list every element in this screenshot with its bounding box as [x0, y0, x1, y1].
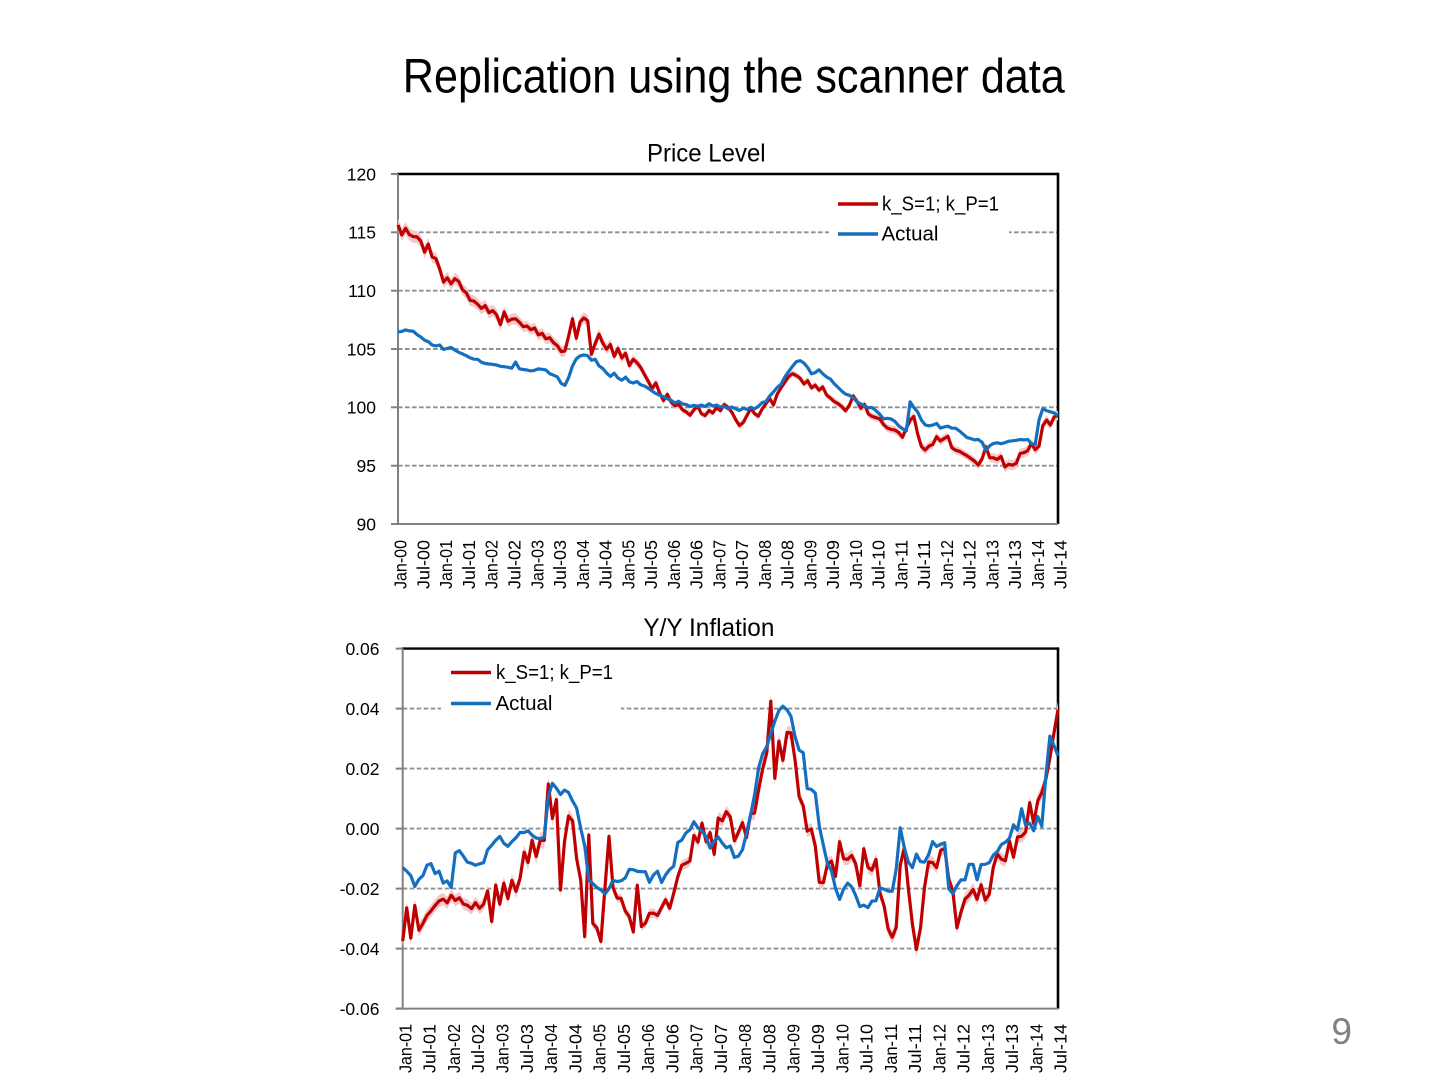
- svg-text:Jul-13: Jul-13: [1005, 540, 1025, 589]
- svg-text:Actual: Actual: [882, 222, 939, 245]
- svg-text:Jul-10: Jul-10: [857, 1024, 877, 1073]
- svg-text:Jul-02: Jul-02: [468, 1024, 488, 1073]
- svg-text:Jan-13: Jan-13: [982, 540, 1002, 589]
- svg-text:Jan-06: Jan-06: [638, 1024, 658, 1073]
- svg-text:Jan-09: Jan-09: [800, 540, 820, 589]
- svg-text:0.00: 0.00: [345, 819, 379, 839]
- svg-text:0.06: 0.06: [345, 639, 379, 659]
- svg-text:Jan-05: Jan-05: [590, 1024, 610, 1073]
- svg-text:Jan-07: Jan-07: [687, 1024, 707, 1073]
- svg-text:Jul-05: Jul-05: [614, 1024, 634, 1073]
- svg-text:Jul-12: Jul-12: [960, 540, 980, 589]
- svg-text:k_S=1; k_P=1: k_S=1; k_P=1: [882, 193, 999, 216]
- svg-text:Jul-08: Jul-08: [778, 540, 798, 589]
- svg-text:Replication using the scanner: Replication using the scanner data: [403, 51, 1065, 104]
- svg-text:Jul-01: Jul-01: [459, 540, 479, 589]
- svg-text:Jul-09: Jul-09: [808, 1024, 828, 1073]
- svg-text:0.02: 0.02: [345, 759, 379, 779]
- svg-text:Jan-12: Jan-12: [937, 540, 957, 589]
- svg-text:Jan-13: Jan-13: [978, 1024, 998, 1073]
- svg-text:Jul-04: Jul-04: [596, 540, 616, 589]
- svg-text:k_S=1; k_P=1: k_S=1; k_P=1: [496, 661, 613, 684]
- svg-text:Jan-14: Jan-14: [1026, 1024, 1046, 1073]
- svg-text:Jan-06: Jan-06: [664, 540, 684, 589]
- svg-text:Jan-04: Jan-04: [573, 540, 593, 589]
- svg-text:Jul-01: Jul-01: [420, 1024, 440, 1073]
- svg-text:Jul-03: Jul-03: [517, 1024, 537, 1073]
- svg-text:-0.06: -0.06: [340, 999, 380, 1019]
- svg-text:Jan-12: Jan-12: [929, 1024, 949, 1073]
- svg-text:Jul-02: Jul-02: [505, 540, 525, 589]
- svg-text:Jan-14: Jan-14: [1028, 540, 1048, 589]
- svg-text:Actual: Actual: [496, 692, 553, 715]
- svg-text:Jan-01: Jan-01: [436, 540, 456, 589]
- svg-text:Jan-02: Jan-02: [482, 540, 502, 589]
- svg-text:105: 105: [347, 339, 376, 359]
- svg-text:Jul-03: Jul-03: [550, 540, 570, 589]
- svg-text:Jan-08: Jan-08: [735, 1024, 755, 1073]
- svg-text:Jul-06: Jul-06: [662, 1024, 682, 1073]
- svg-text:-0.02: -0.02: [340, 879, 380, 899]
- svg-text:Jul-05: Jul-05: [641, 540, 661, 589]
- svg-text:Jul-14: Jul-14: [1051, 540, 1071, 589]
- svg-text:120: 120: [347, 164, 376, 184]
- svg-text:Jan-03: Jan-03: [493, 1024, 513, 1073]
- svg-text:Jul-00: Jul-00: [414, 540, 434, 589]
- svg-text:Jul-10: Jul-10: [869, 540, 889, 589]
- svg-text:Jul-08: Jul-08: [760, 1024, 780, 1073]
- svg-text:100: 100: [347, 398, 376, 418]
- svg-text:Jul-07: Jul-07: [711, 1024, 731, 1073]
- svg-text:9: 9: [1331, 1011, 1352, 1052]
- svg-text:Jan-08: Jan-08: [755, 540, 775, 589]
- svg-text:Jul-07: Jul-07: [732, 540, 752, 589]
- svg-text:Jan-11: Jan-11: [881, 1024, 901, 1073]
- svg-text:Jul-09: Jul-09: [823, 540, 843, 589]
- svg-text:Price Level: Price Level: [647, 139, 766, 167]
- svg-text:Jan-11: Jan-11: [891, 540, 911, 589]
- svg-text:Jan-01: Jan-01: [395, 1024, 415, 1073]
- svg-text:95: 95: [357, 456, 376, 476]
- svg-text:110: 110: [348, 281, 376, 301]
- svg-text:Jul-12: Jul-12: [954, 1024, 974, 1073]
- svg-text:Jul-13: Jul-13: [1002, 1024, 1022, 1073]
- svg-text:Jan-00: Jan-00: [391, 540, 411, 589]
- svg-text:Jul-04: Jul-04: [565, 1024, 585, 1073]
- svg-text:Jan-03: Jan-03: [527, 540, 547, 589]
- svg-text:Jul-14: Jul-14: [1051, 1024, 1071, 1073]
- svg-text:Jan-09: Jan-09: [784, 1024, 804, 1073]
- svg-text:Y/Y Inflation: Y/Y Inflation: [643, 614, 774, 642]
- svg-text:Jan-10: Jan-10: [832, 1024, 852, 1073]
- svg-text:-0.04: -0.04: [340, 939, 380, 959]
- svg-text:Jul-11: Jul-11: [905, 1024, 925, 1073]
- svg-text:Jan-04: Jan-04: [541, 1024, 561, 1073]
- svg-text:Jul-06: Jul-06: [687, 540, 707, 589]
- svg-text:Jan-02: Jan-02: [444, 1024, 464, 1073]
- svg-text:Jan-10: Jan-10: [846, 540, 866, 589]
- svg-text:Jul-11: Jul-11: [914, 540, 934, 589]
- svg-text:115: 115: [348, 223, 376, 243]
- svg-text:Jan-05: Jan-05: [618, 540, 638, 589]
- svg-text:90: 90: [357, 514, 377, 534]
- svg-text:Jan-07: Jan-07: [709, 540, 729, 589]
- svg-text:0.04: 0.04: [345, 699, 379, 719]
